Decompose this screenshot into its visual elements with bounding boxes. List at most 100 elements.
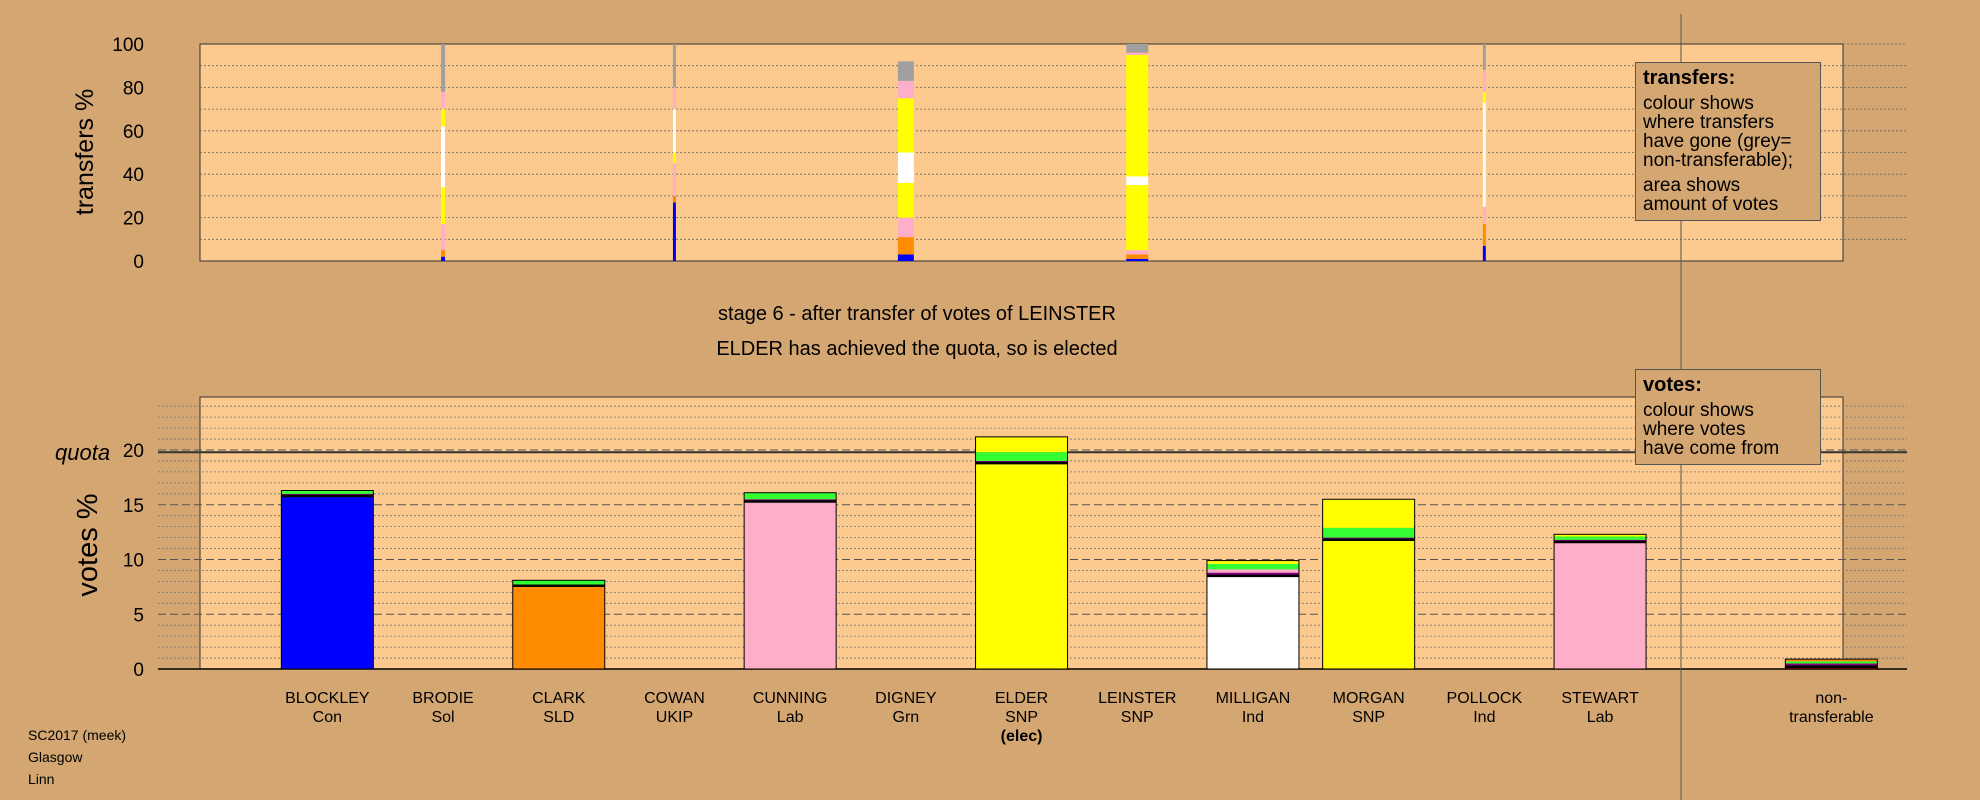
transfer-segment <box>1126 258 1149 261</box>
vote-segment <box>281 490 374 494</box>
transfer-segment <box>1482 102 1486 207</box>
candidate-label: (elec) <box>1001 728 1043 745</box>
vote-segment <box>975 463 1068 669</box>
transfers-y-tick: 40 <box>123 165 144 186</box>
transfers-y-tick: 0 <box>133 252 144 273</box>
transfer-segment <box>1482 245 1486 261</box>
transfer-segment <box>1482 44 1486 71</box>
candidate-label: STEWART <box>1561 690 1639 707</box>
transfer-segment <box>441 224 446 251</box>
transfer-segment <box>441 44 446 92</box>
transfers-chart: 0 20 40 60 80 100 transfers % <box>71 35 1907 273</box>
vote-segment <box>512 585 605 669</box>
candidate-label: MILLIGAN <box>1216 690 1291 707</box>
vote-segment <box>1785 661 1878 664</box>
votes-y-axis-label: votes % <box>72 493 104 596</box>
votes-y-tick: 20 <box>123 441 144 462</box>
candidate-label: SNP <box>1352 709 1385 726</box>
vote-segment <box>281 495 374 669</box>
candidate-label: non- <box>1815 690 1847 707</box>
candidate-label: SNP <box>1121 709 1154 726</box>
candidate-label: SLD <box>543 709 574 726</box>
legend-transfers-line: amount of votes <box>1643 194 1779 215</box>
candidate-label: Ind <box>1473 709 1495 726</box>
credit-line: SC2017 (meek) <box>28 727 127 743</box>
legend-transfers: transfers: colour shows where transfers … <box>1635 62 1821 221</box>
transfer-segment <box>897 61 914 81</box>
legend-votes-line: where votes <box>1643 419 1746 440</box>
transfer-segment <box>897 237 914 255</box>
candidate-label: Ind <box>1242 709 1264 726</box>
transfer-segment <box>1126 54 1149 177</box>
transfer-segment <box>441 126 446 188</box>
transfer-segment <box>441 250 446 257</box>
vote-segment <box>1206 572 1299 576</box>
legend-transfers-line: non-transferable); <box>1643 150 1793 171</box>
candidate-label: POLLOCK <box>1447 690 1523 707</box>
stage-title: stage 6 - after transfer of votes of LEI… <box>718 303 1116 325</box>
transfer-segment <box>1126 254 1149 259</box>
candidate-label: MORGAN <box>1333 690 1405 707</box>
transfer-segment <box>441 91 446 110</box>
stage-subtitle: ELDER has achieved the quota, so is elec… <box>716 338 1117 360</box>
transfer-segment <box>672 109 676 153</box>
transfer-segment <box>897 152 914 183</box>
vote-bar-outline <box>1784 658 1878 670</box>
transfer-segment <box>1126 52 1149 55</box>
votes-y-tick: 10 <box>123 551 144 572</box>
candidate-label: COWAN <box>644 690 705 707</box>
transfer-segment <box>897 98 914 153</box>
transfer-segment <box>672 44 676 88</box>
vote-segment <box>1554 541 1647 669</box>
candidate-label: LEINSTER <box>1098 690 1176 707</box>
candidate-label: BRODIE <box>412 690 473 707</box>
legend-votes-title: votes: <box>1643 374 1702 396</box>
vote-segment <box>1206 560 1299 564</box>
vote-segment <box>1322 539 1415 669</box>
vote-segment <box>1206 563 1299 570</box>
candidate-label: CUNNING <box>753 690 828 707</box>
transfer-segment <box>441 256 446 261</box>
transfer-segment <box>1482 70 1486 92</box>
legend-transfers-line: area shows <box>1643 175 1741 196</box>
transfer-segment <box>672 202 676 261</box>
transfer-segment <box>1126 176 1149 186</box>
vote-segment <box>975 452 1068 461</box>
transfer-segment <box>672 87 676 110</box>
candidate-label: CLARK <box>532 690 586 707</box>
vote-segment <box>1785 659 1878 662</box>
transfer-segment <box>1482 206 1486 225</box>
transfer-segment <box>1482 91 1486 103</box>
candidate-label: Con <box>313 709 342 726</box>
vote-segment <box>1554 534 1647 537</box>
vote-segment <box>1554 536 1647 540</box>
legend-votes-line: have come from <box>1643 438 1780 459</box>
vote-bar-outline <box>1206 560 1300 670</box>
legend-transfers-title: transfers: <box>1643 67 1736 89</box>
legend-transfers-line: colour shows <box>1643 93 1754 114</box>
vote-segment <box>744 492 837 500</box>
transfer-segment <box>1126 44 1149 53</box>
vote-bar-outline <box>280 490 374 670</box>
transfer-segment <box>1482 224 1486 246</box>
transfer-segment <box>672 152 676 164</box>
transfers-y-tick: 100 <box>112 35 144 56</box>
candidate-label: transferable <box>1789 709 1874 726</box>
legend-votes: votes: colour shows where votes have com… <box>1635 369 1821 465</box>
quota-label: quota <box>55 440 110 465</box>
transfers-y-tick: 20 <box>123 209 144 230</box>
candidate-label: UKIP <box>656 709 693 726</box>
transfer-segment <box>1126 250 1149 255</box>
legend-votes-line: colour shows <box>1643 400 1754 421</box>
vote-segment <box>512 580 605 585</box>
vote-segment <box>744 501 837 669</box>
candidate-label: Lab <box>1587 709 1614 726</box>
candidate-label: Grn <box>893 709 920 726</box>
candidate-label: SNP <box>1005 709 1038 726</box>
vote-segment <box>975 436 1068 453</box>
vote-segment <box>1322 499 1415 528</box>
transfer-segment <box>441 187 446 225</box>
transfers-y-axis-label: transfers % <box>71 89 99 215</box>
transfers-y-tick: 80 <box>123 78 144 99</box>
votes-y-tick: 5 <box>133 605 144 626</box>
